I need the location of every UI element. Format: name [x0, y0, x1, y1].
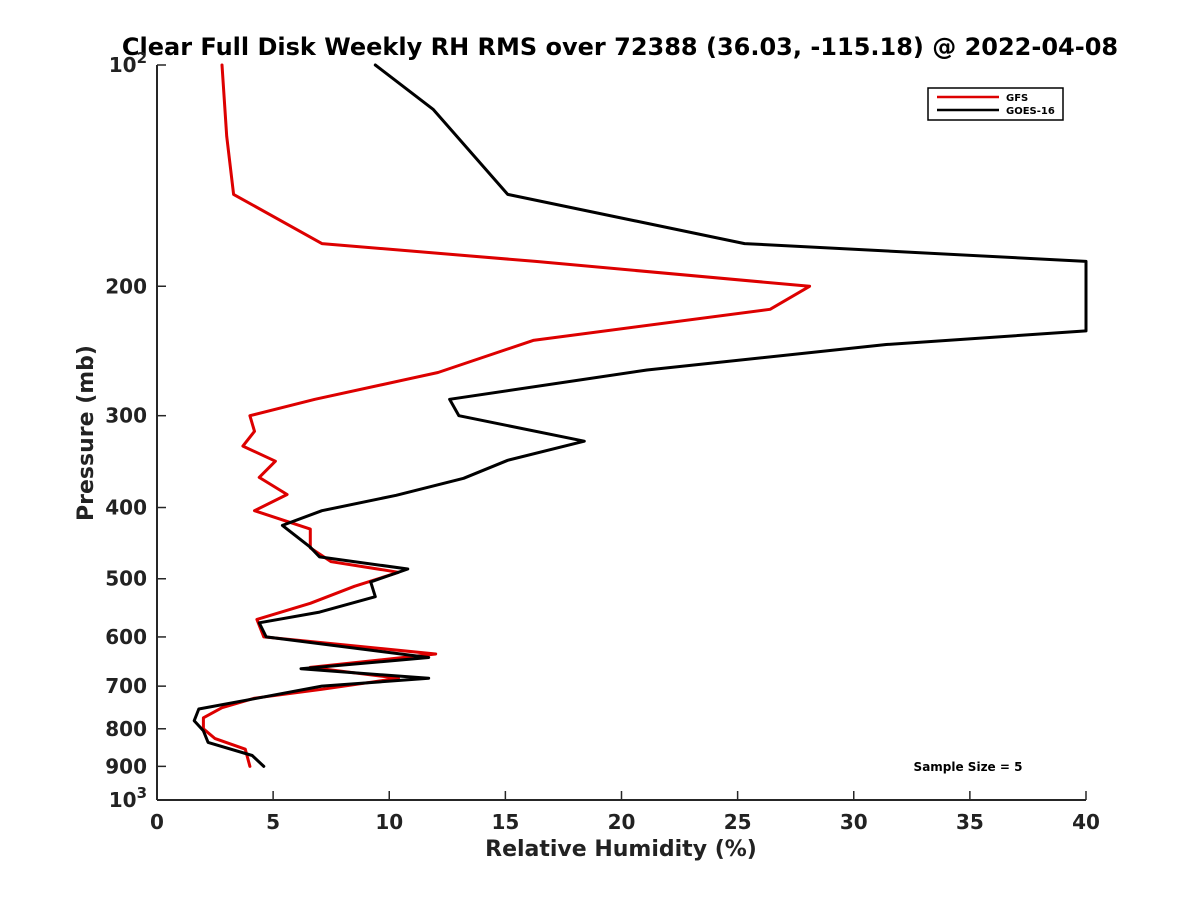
x-tick-label: 10: [375, 810, 403, 834]
y-tick-label: 800: [105, 717, 147, 741]
sample-size-annotation: Sample Size = 5: [914, 760, 1023, 774]
y-tick-label: 102: [109, 49, 147, 77]
y-tick-label: 400: [105, 496, 147, 520]
series-line-goes-16: [192, 63, 1088, 768]
legend-items: GFS GOES-16: [937, 93, 1055, 117]
y-tick-label: 300: [105, 404, 147, 428]
x-tick-label: 5: [266, 810, 280, 834]
x-tick-label: 30: [840, 810, 868, 834]
x-tick-label: 15: [491, 810, 519, 834]
legend-label: GOES-16: [1006, 106, 1055, 117]
y-tick-label: 900: [105, 754, 147, 778]
series-layer: [192, 63, 1088, 768]
y-ticks: 102 200 300 400 500 600 700 800 900 103: [105, 49, 166, 812]
y-tick-label: 200: [105, 274, 147, 298]
x-tick-label: 40: [1072, 810, 1100, 834]
y-tick-label: 103: [109, 784, 147, 812]
legend: GFS GOES-16: [927, 87, 1064, 121]
legend-box: [927, 87, 1064, 121]
series-line-gfs: [201, 63, 812, 768]
y-tick-label: 500: [105, 567, 147, 591]
x-tick-label: 20: [608, 810, 636, 834]
x-tick-label: 0: [150, 810, 164, 834]
chart-title: Clear Full Disk Weekly RH RMS over 72388…: [122, 33, 1118, 61]
legend-label: GFS: [1006, 93, 1028, 104]
x-tick-label: 35: [956, 810, 984, 834]
x-tick-label: 25: [724, 810, 752, 834]
x-ticks: 0 5 10 15 20 25 30 35 40: [150, 791, 1100, 834]
y-axis-label: Pressure (mb): [74, 345, 99, 521]
y-tick-label: 700: [105, 674, 147, 698]
x-axis-label: Relative Humidity (%): [485, 837, 757, 862]
y-tick-label: 600: [105, 625, 147, 649]
